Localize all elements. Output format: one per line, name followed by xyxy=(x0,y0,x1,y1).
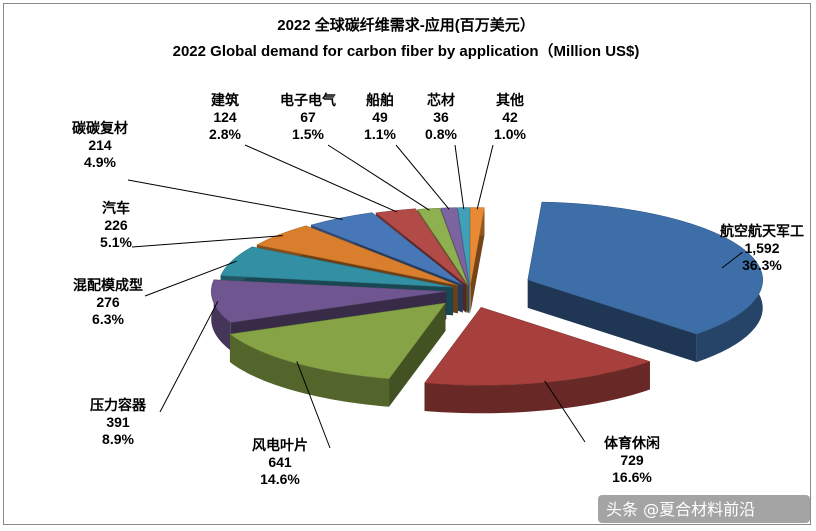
chart-title: 2022 全球碳纤维需求-应用(百万美元） xyxy=(277,16,535,34)
slice-label: 建筑 124 2.8% xyxy=(209,92,241,142)
leader-line xyxy=(454,144,465,210)
leader-line xyxy=(721,251,743,269)
watermark-text: 头条 @夏合材料前沿 xyxy=(606,500,755,519)
slice-label: 混配模成型 276 6.3% xyxy=(73,277,143,327)
leader-line xyxy=(296,361,331,449)
pie-slice xyxy=(470,207,485,314)
chart-subtitle: 2022 Global demand for carbon fiber by a… xyxy=(173,42,640,60)
slice-label: 碳碳复材 214 4.9% xyxy=(72,120,128,170)
slice-label: 航空航天军工 1,592 36.3% xyxy=(720,223,804,273)
slices-layer xyxy=(210,201,764,414)
slice-edge xyxy=(211,279,231,351)
slice-label: 汽车 226 5.1% xyxy=(100,200,132,250)
pie-slice xyxy=(527,201,764,363)
leader-line xyxy=(327,144,430,211)
slice-top xyxy=(417,207,469,286)
slice-edge xyxy=(424,361,650,414)
slice-top xyxy=(310,212,463,285)
slice-label: 风电叶片 641 14.6% xyxy=(252,437,308,487)
slice-label: 体育休闲 729 16.6% xyxy=(604,435,660,485)
leader-line xyxy=(131,235,283,248)
slice-top xyxy=(220,246,454,288)
leaders-layer xyxy=(127,144,743,449)
slice-label: 其他 42 1.0% xyxy=(494,92,526,142)
slice-top xyxy=(229,302,447,380)
slice-label: 船舶 49 1.1% xyxy=(364,92,396,142)
leader-line xyxy=(395,144,450,210)
slice-top xyxy=(256,225,458,286)
leader-line xyxy=(159,301,219,413)
leader-line xyxy=(127,179,343,220)
leader-line xyxy=(144,260,237,297)
slice-wall xyxy=(527,279,697,363)
slice-label: 压力容器 391 8.9% xyxy=(90,397,147,447)
labels-layer: 航空航天军工 1,592 36.3% 体育休闲 729 16.6% 风电叶片 641 14.6%… xyxy=(72,92,804,487)
slice-label: 电子电气 67 1.5% xyxy=(280,92,336,142)
leader-line xyxy=(244,144,398,213)
pie-slice xyxy=(229,302,447,407)
pie-slice xyxy=(424,307,651,414)
slice-top xyxy=(527,201,764,335)
leader-line xyxy=(544,380,586,443)
slice-top xyxy=(440,207,470,286)
slice-edge xyxy=(229,334,390,407)
slice-top xyxy=(375,208,467,286)
watermark: 头条 @夏合材料前沿 xyxy=(598,495,810,523)
slice-label: 芯材 36 0.8% xyxy=(425,92,457,142)
chart-frame xyxy=(3,3,811,525)
leader-line xyxy=(476,144,494,210)
slice-top xyxy=(210,279,447,323)
